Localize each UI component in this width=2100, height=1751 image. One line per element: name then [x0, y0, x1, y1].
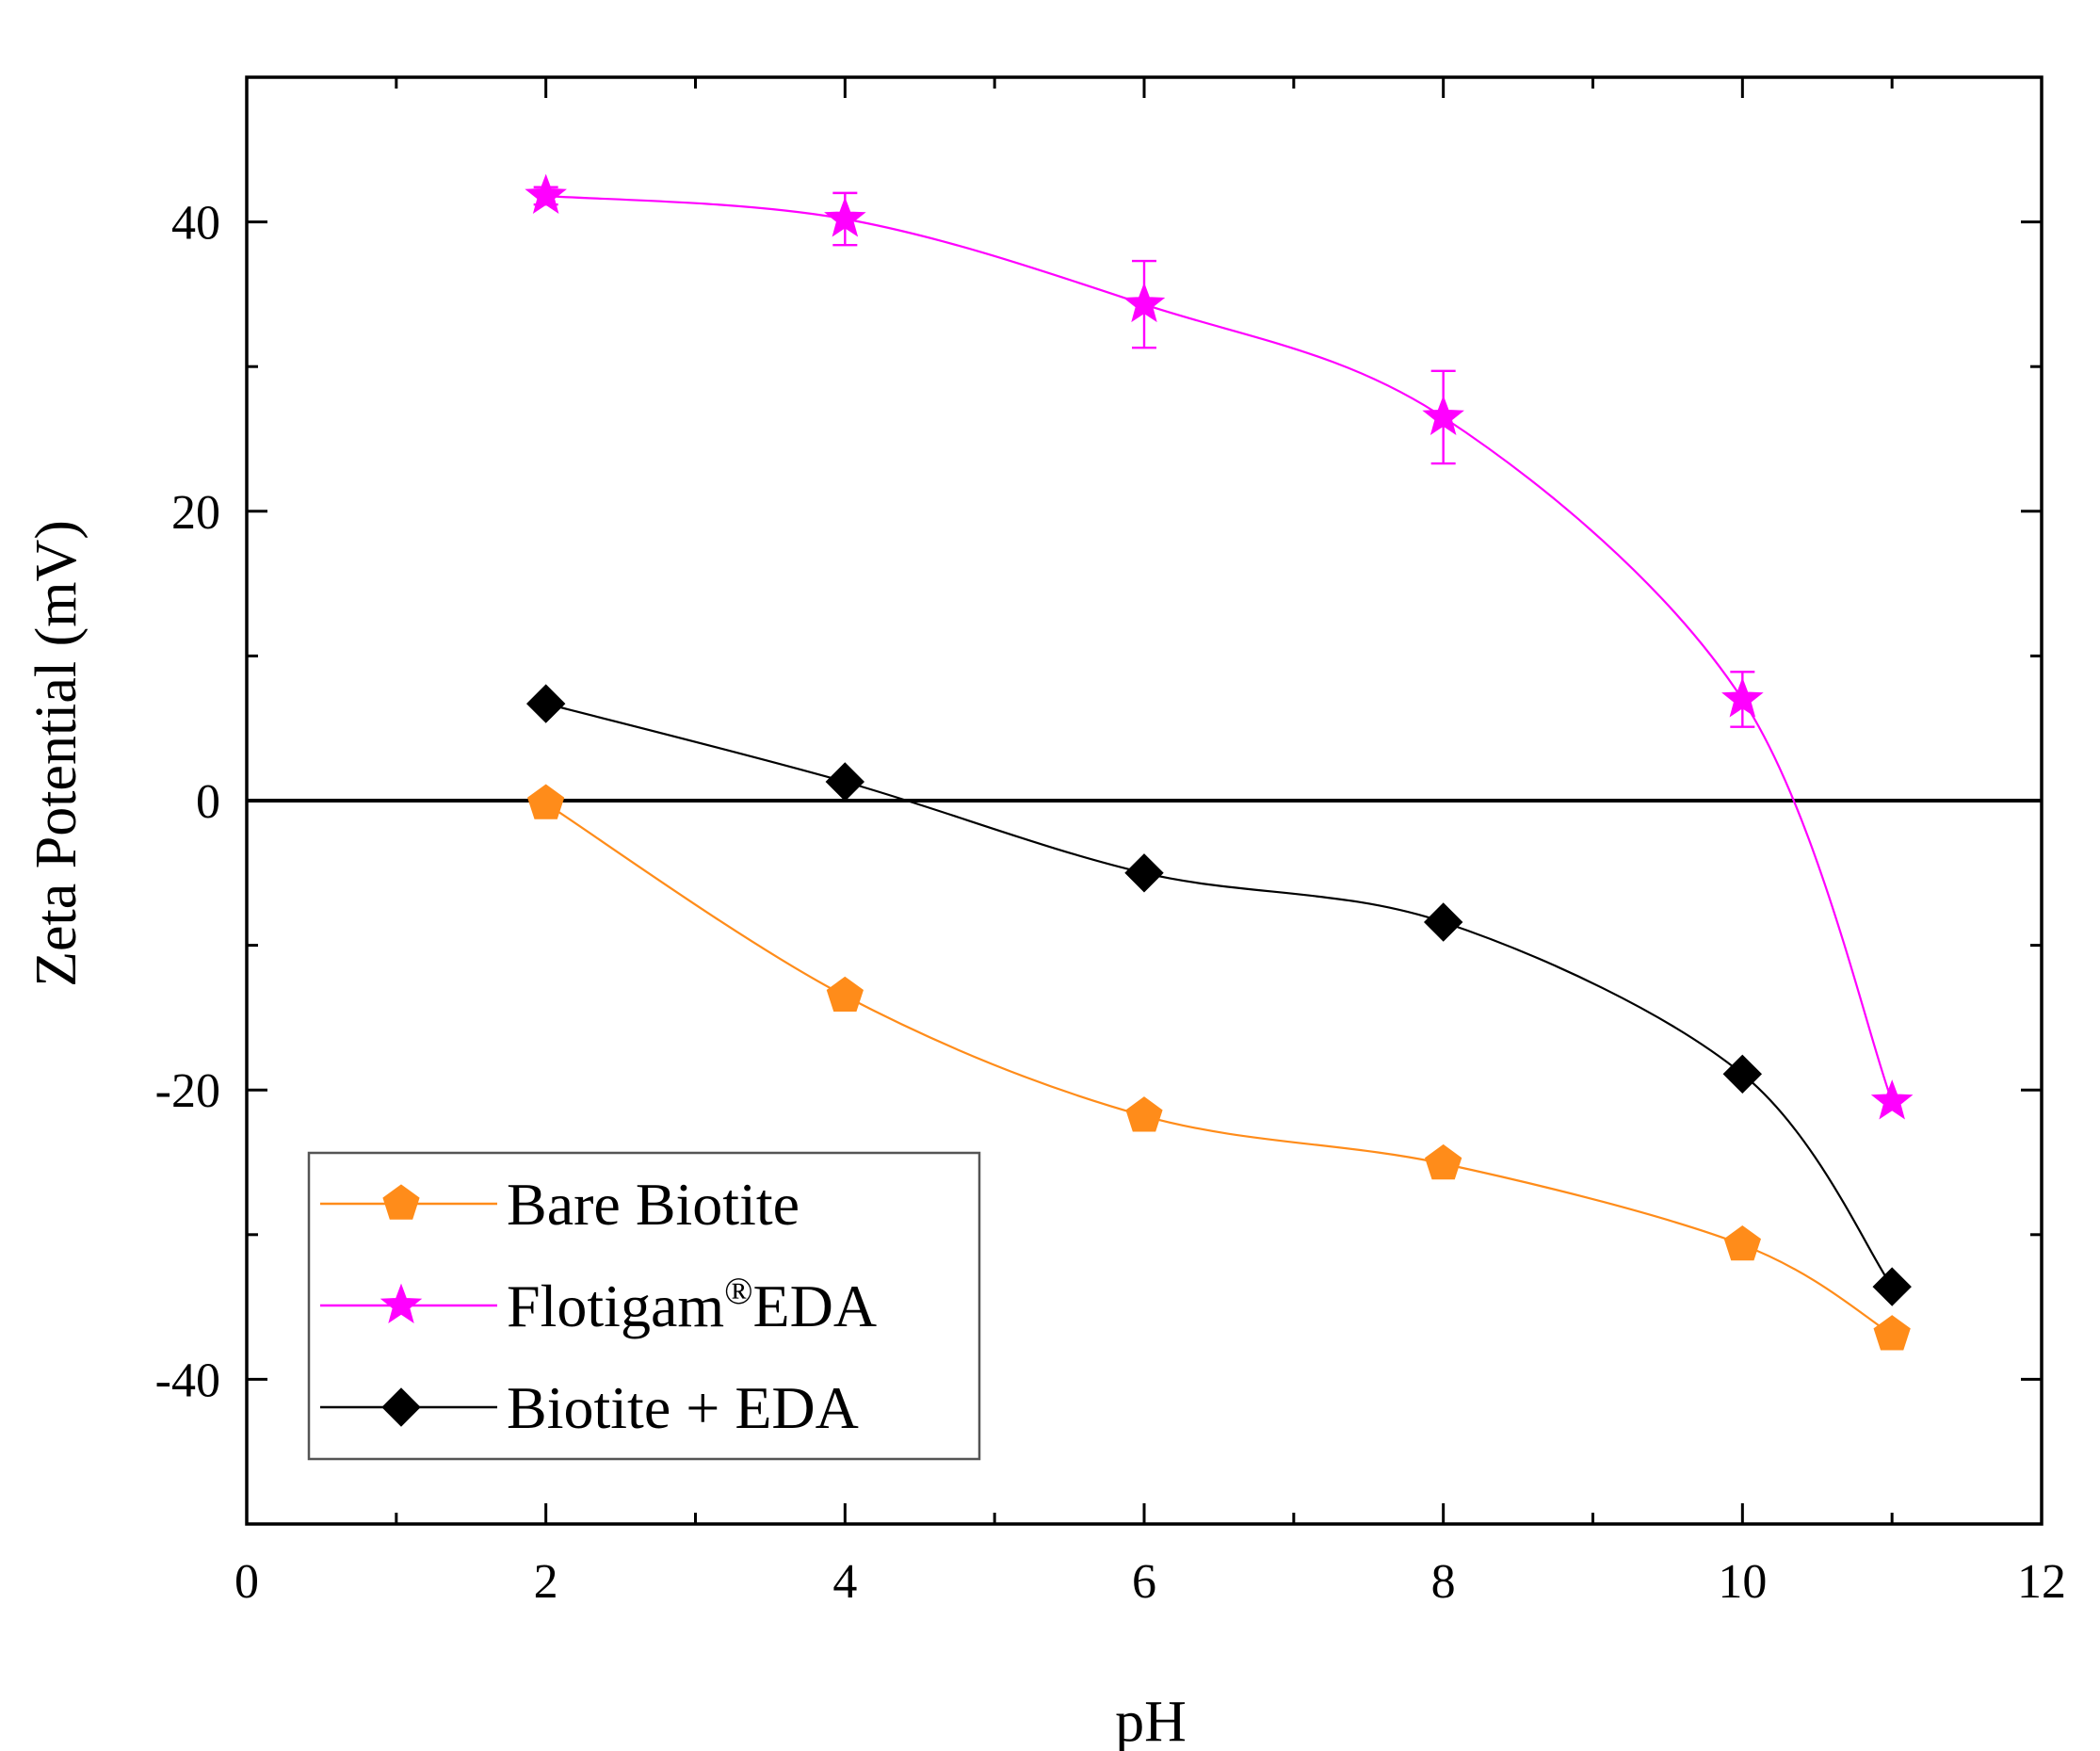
data-point [1425, 1143, 1462, 1180]
x-tick-label: 12 [2017, 1555, 2066, 1609]
data-point [527, 784, 565, 819]
data-point [1722, 1054, 1763, 1094]
data-point [525, 173, 567, 214]
data-point [824, 197, 866, 237]
y-tick-label: 0 [196, 775, 220, 829]
data-point [1723, 1224, 1761, 1261]
y-tick-label: 40 [171, 197, 220, 251]
data-point [826, 976, 864, 1012]
data-point [1125, 1096, 1163, 1132]
legend-entry: Biotite + EDA [320, 1374, 859, 1441]
legend-marker [380, 1283, 423, 1323]
legend-marker [381, 1387, 421, 1427]
legend-label: Flotigam®EDA [507, 1270, 877, 1339]
data-point [1872, 1267, 1912, 1306]
legend-entry: Flotigam®EDA [320, 1270, 877, 1339]
data-point [525, 684, 566, 723]
y-axis-title: Zeta Potential (mV) [24, 520, 89, 987]
legend-label: Biotite + EDA [507, 1374, 859, 1441]
series-flotigam-eda [525, 173, 1914, 1120]
data-point [1123, 282, 1166, 323]
x-tick-label: 6 [1132, 1555, 1156, 1609]
series-line-biotite-eda [545, 703, 1894, 1288]
legend-entry: Bare Biotite [320, 1171, 800, 1238]
data-point [1721, 677, 1764, 718]
legend: Bare Biotite Flotigam®EDA Biotite + EDA [307, 1151, 981, 1461]
x-tick-label: 0 [234, 1555, 259, 1609]
axis-layer: 0 2 4 6 8 10 12 -40 -20 0 20 40 [155, 75, 2066, 1609]
series-biotite-eda [525, 684, 1912, 1306]
legend-marker [382, 1184, 420, 1220]
x-tick-label: 2 [534, 1555, 558, 1609]
x-tick-label: 4 [832, 1555, 857, 1609]
data-point [1873, 1315, 1911, 1351]
y-tick-label: 20 [171, 486, 220, 540]
data-point [825, 762, 865, 802]
legend-label: Bare Biotite [507, 1171, 800, 1238]
data-point [1870, 1079, 1914, 1120]
data-point [1423, 902, 1463, 942]
y-tick-label: -40 [155, 1354, 220, 1407]
x-tick-label: 10 [1718, 1555, 1767, 1609]
x-axis-title: pH [1115, 1690, 1187, 1751]
series-bare-biotite [527, 784, 1911, 1351]
data-point [1422, 395, 1464, 435]
x-tick-label: 8 [1431, 1555, 1456, 1609]
series-layer [247, 173, 2042, 1351]
y-tick-label: -20 [155, 1064, 220, 1118]
data-point [1124, 853, 1164, 893]
